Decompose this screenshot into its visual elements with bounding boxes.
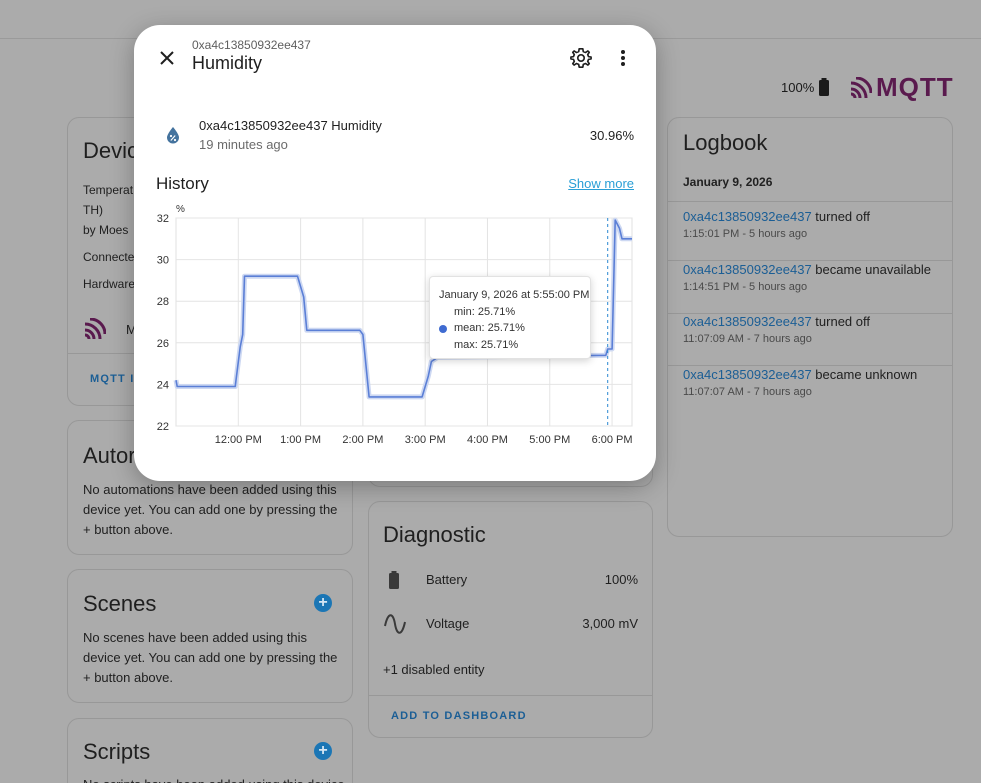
logbook-entry-text: 0xa4c13850932ee437 became unavailable	[683, 262, 931, 277]
battery-text: 100%	[781, 79, 815, 95]
add-scene-button[interactable]: +	[314, 594, 332, 612]
y-tick-label: 22	[157, 421, 169, 433]
logbook-time: 1:14:51 PM - 5 hours ago	[683, 280, 808, 293]
diagnostic-card: Diagnostic Battery 100% Voltage 3,000 mV…	[368, 501, 653, 738]
x-tick-label: 2:00 PM	[342, 434, 383, 446]
close-icon[interactable]	[156, 47, 178, 69]
logbook-entity-link[interactable]: 0xa4c13850932ee437	[683, 314, 812, 329]
water-percent-icon	[167, 127, 179, 144]
logbook-entry-text: 0xa4c13850932ee437 turned off	[683, 314, 870, 329]
tooltip-min: min: 25.71%	[454, 306, 516, 318]
more-vert-icon[interactable]	[614, 47, 632, 69]
x-tick-label: 6:00 PM	[592, 434, 633, 446]
y-tick-label: 26	[157, 338, 169, 350]
battery-status: 100%	[781, 78, 830, 96]
disabled-entities-link[interactable]: +1 disabled entity	[383, 662, 485, 677]
logbook-event: became unavailable	[811, 261, 931, 277]
y-tick-label: 24	[157, 379, 169, 391]
show-more-link[interactable]: Show more	[568, 176, 634, 191]
battery-label[interactable]: Battery	[426, 572, 468, 587]
mqtt-logo: MQTT	[850, 72, 954, 103]
x-tick-label: 1:00 PM	[280, 434, 321, 446]
history-title: History	[156, 174, 209, 193]
logbook-entry: 0xa4c13850932ee437 turned off 1:15:01 PM …	[668, 209, 952, 261]
logbook-entry: 0xa4c13850932ee437 turned off 11:07:09 AM…	[668, 314, 952, 366]
tooltip-max: max: 25.71%	[454, 339, 519, 351]
device-hardware-label: Hardware	[83, 277, 136, 291]
logbook-entry: 0xa4c13850932ee437 became unavailable 1:1…	[668, 262, 952, 314]
voltage-value: 3,000 mV	[582, 616, 638, 631]
device-connected-label: Connecte	[83, 250, 135, 264]
logbook-event: became unknown	[811, 366, 918, 382]
tooltip-header: January 9, 2026 at 5:55:00 PM	[439, 289, 590, 301]
entity-last-changed: 19 minutes ago	[199, 137, 288, 152]
entity-name: 0xa4c13850932ee437 Humidity	[199, 118, 382, 133]
logbook-card: Logbook January 9, 2026 0xa4c13850932ee4…	[667, 117, 953, 537]
y-axis-unit: %	[176, 204, 185, 215]
chart-tooltip: January 9, 2026 at 5:55:00 PM min: 25.71…	[429, 276, 591, 359]
scripts-title: Scripts	[83, 739, 151, 764]
device-model-line2: TH)	[83, 203, 103, 217]
add-to-dashboard-button[interactable]: Add to dashboard	[391, 710, 527, 722]
x-tick-label: 3:00 PM	[405, 434, 446, 446]
diagnostic-title: Diagnostic	[383, 522, 486, 547]
logbook-divider	[668, 201, 952, 202]
x-tick-label: 4:00 PM	[467, 434, 508, 446]
scenes-card: Scenes + No scenes have been added using…	[67, 569, 353, 703]
mqtt-logo-text: MQTT	[876, 72, 954, 102]
device-model-line1: Temperat	[83, 183, 134, 197]
battery-icon	[819, 78, 830, 96]
logbook-entry-text: 0xa4c13850932ee437 turned off	[683, 209, 870, 224]
logbook-entity-link[interactable]: 0xa4c13850932ee437	[683, 261, 812, 277]
logbook-divider	[668, 312, 952, 314]
mqtt-waves-icon	[850, 76, 872, 98]
card-divider	[369, 695, 652, 696]
y-tick-label: 32	[157, 213, 169, 225]
voltage-sine-icon	[384, 614, 406, 634]
entity-state: 30.96%	[589, 128, 634, 143]
dialog-subtitle: 0xa4c13850932ee437	[192, 38, 311, 52]
more-info-dialog: 0xa4c13850932ee437 Humidity 0xa4c1385093…	[134, 25, 656, 481]
battery-value: 100%	[604, 572, 638, 587]
logbook-divider	[668, 365, 952, 366]
mqtt-integration-label: M	[126, 322, 137, 337]
y-tick-label: 30	[157, 255, 169, 267]
logbook-entry: 0xa4c13850932ee437 became unknown 11:07:0…	[668, 367, 952, 419]
logbook-entity-link[interactable]: 0xa4c13850932ee437	[683, 209, 812, 224]
logbook-divider	[668, 260, 952, 261]
scenes-empty-text: No scenes have been added using this dev…	[83, 630, 338, 685]
logbook-entity-link[interactable]: 0xa4c13850932ee437	[683, 366, 812, 382]
scenes-title: Scenes	[83, 591, 157, 616]
device-manufacturer: by Moes	[83, 223, 129, 237]
automations-empty-text: No automations have been added using thi…	[83, 482, 338, 537]
battery-icon	[389, 571, 399, 589]
dialog-title: Humidity	[192, 53, 263, 73]
x-tick-label: 12:00 PM	[215, 434, 262, 446]
logbook-title: Logbook	[683, 130, 768, 155]
logbook-time: 1:15:01 PM - 5 hours ago	[683, 228, 808, 240]
scripts-card: Scripts + No scripts have been added usi…	[67, 718, 353, 783]
automations-title: Autor	[83, 443, 136, 468]
gear-icon[interactable]	[570, 47, 592, 69]
scripts-empty-text: No scripts have been added using this de…	[83, 775, 345, 783]
mqtt-integration-icon	[84, 318, 106, 340]
device-info-title: Devic	[83, 138, 139, 163]
series-line	[175, 219, 632, 398]
add-script-button[interactable]: +	[314, 742, 332, 760]
logbook-date: January 9, 2026	[683, 175, 773, 189]
tooltip-mean: mean: 25.71%	[454, 322, 525, 334]
logbook-time: 11:07:09 AM - 7 hours ago	[683, 333, 812, 345]
logbook-event: turned off	[811, 314, 870, 329]
voltage-label[interactable]: Voltage	[426, 616, 470, 631]
x-tick-label: 5:00 PM	[529, 434, 570, 446]
logbook-event: turned off	[811, 209, 870, 224]
y-tick-label: 28	[157, 296, 169, 308]
logbook-entry-text: 0xa4c13850932ee437 became unknown	[683, 367, 917, 382]
logbook-time: 11:07:07 AM - 7 hours ago	[683, 385, 812, 398]
mqtt-info-button[interactable]: MQTT I	[90, 373, 135, 385]
tooltip-series-dot	[439, 325, 447, 333]
